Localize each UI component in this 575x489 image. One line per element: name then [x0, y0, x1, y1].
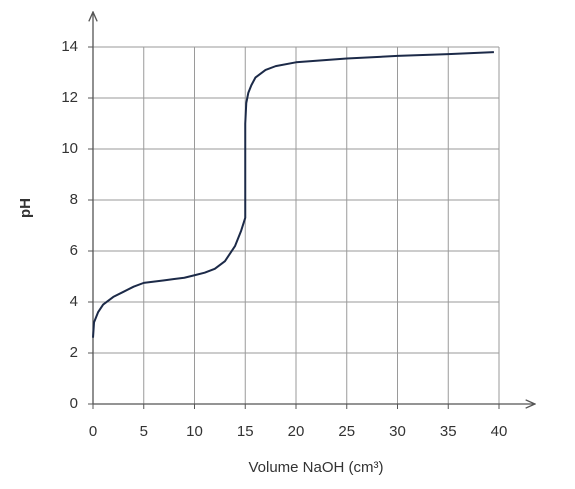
y-tick-label: 14	[61, 38, 78, 55]
x-tick-label: 35	[440, 423, 457, 440]
y-tick-label: 4	[70, 293, 78, 310]
curve	[92, 51, 494, 338]
x-tick-label: 0	[89, 423, 97, 440]
x-tick-label: 30	[389, 423, 406, 440]
x-tick-label: 40	[491, 423, 508, 440]
y-tick-label: 10	[61, 140, 78, 157]
y-tick-label: 8	[70, 191, 78, 208]
x-tick-label: 10	[186, 423, 203, 440]
y-axis-label: pH	[17, 198, 34, 218]
y-tick-label: 0	[70, 395, 78, 412]
x-tick-label: 5	[140, 423, 148, 440]
y-tick-label: 6	[70, 242, 78, 259]
x-tick-label: 15	[237, 423, 254, 440]
x-tick-label: 20	[288, 423, 305, 440]
x-axis-label: Volume NaOH (cm³)	[248, 459, 383, 476]
x-tick-label: 25	[338, 423, 355, 440]
grid	[92, 46, 500, 405]
y-tick-label: 2	[70, 344, 78, 361]
y-tick-label: 12	[61, 89, 78, 106]
